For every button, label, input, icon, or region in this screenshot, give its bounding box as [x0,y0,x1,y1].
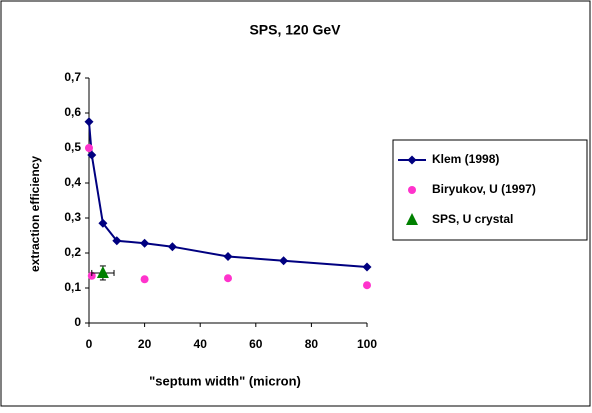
data-point [279,256,289,266]
y-tick-label: 0,2 [64,245,81,259]
x-tick-label: 0 [86,337,93,351]
x-tick-label: 40 [194,337,208,351]
legend [392,139,588,241]
data-point [140,275,149,284]
legend-marker [406,213,418,225]
x-tick-label: 60 [249,337,263,351]
y-tick-label: 0,6 [64,105,81,119]
data-point [140,238,150,248]
legend-marker [407,155,417,165]
data-point [112,236,122,246]
legend-label: Biryukov, U (1997) [432,182,536,196]
y-tick-label: 0,1 [64,280,81,294]
data-point [84,117,94,127]
data-point [223,252,233,261]
legend-label: SPS, U crystal [432,212,513,226]
data-point [96,265,109,278]
y-tick-label: 0 [74,315,81,329]
x-tick-label: 80 [305,337,319,351]
legend-label: Klem (1998) [432,152,499,166]
data-point [224,274,232,283]
data-point [363,281,371,290]
chart-title: SPS, 120 GeV [249,22,341,38]
x-tick-label: 100 [357,337,377,351]
data-point [362,262,372,272]
data-point [167,242,177,252]
legend-marker [408,186,416,194]
x-tick-label: 20 [138,337,152,351]
y-tick-label: 0,4 [64,175,81,189]
y-tick-label: 0,5 [64,140,81,154]
data-point [87,150,97,160]
y-tick-label: 0,7 [64,70,81,84]
data-point [98,218,108,228]
data-point [85,144,93,152]
x-axis-label: "septum width" (micron) [149,373,301,388]
y-axis-label: extraction efficiency [28,156,42,272]
y-tick-label: 0,3 [64,210,81,224]
